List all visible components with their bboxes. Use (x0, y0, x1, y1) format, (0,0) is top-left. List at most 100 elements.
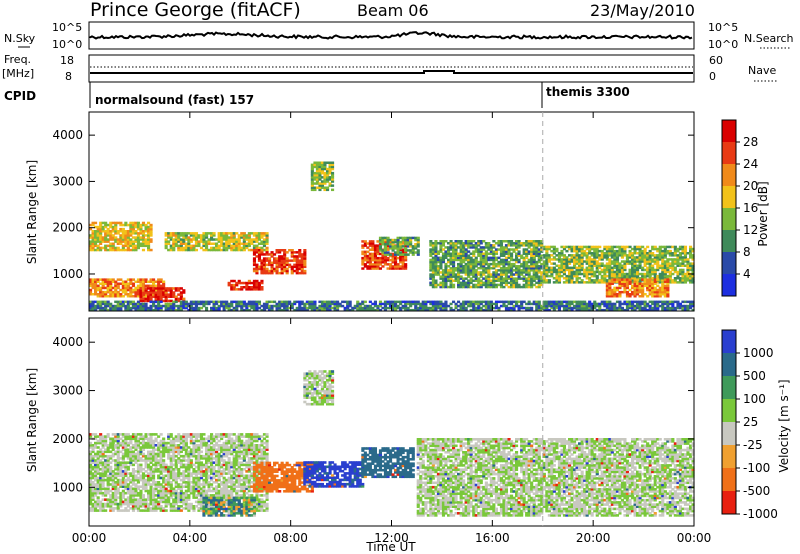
echo-cell (89, 240, 93, 243)
echo-cell (318, 176, 322, 179)
echo-cell (653, 270, 657, 274)
echo-cell (439, 244, 443, 247)
echo-cell (91, 278, 95, 281)
echo-cell (129, 439, 133, 443)
echo-cell (638, 256, 642, 259)
echo-cell (252, 304, 257, 308)
echo-cell (638, 245, 642, 249)
echo-cell (605, 293, 609, 296)
echo-cell (179, 232, 183, 235)
echo-cell (459, 265, 463, 268)
echo-cell (595, 245, 599, 249)
echo-cell (245, 242, 249, 245)
echo-cell (99, 302, 103, 306)
echo-cell (603, 254, 607, 257)
echo-cell (275, 306, 279, 310)
echo-cell (434, 300, 438, 304)
echo-cell (568, 272, 572, 276)
echo-cell (580, 249, 584, 253)
echo-cell (507, 285, 511, 289)
echo-cell (522, 283, 526, 287)
echo-cell (252, 259, 257, 262)
echo-cell (227, 240, 231, 243)
echo-cell (104, 236, 108, 239)
echo-cell (247, 286, 251, 289)
echo-cell (212, 246, 216, 250)
echo-cell (447, 275, 451, 278)
echo-cell (487, 300, 491, 304)
echo-cell (121, 280, 125, 283)
echo-cell (517, 252, 521, 255)
echo-cell (134, 248, 138, 252)
echo-cell (603, 302, 607, 306)
echo-cell (215, 246, 219, 250)
echo-cell (492, 283, 496, 287)
echo-cell (578, 256, 582, 259)
echo-cell (646, 252, 650, 255)
echo-cell (414, 236, 418, 240)
echo-cell (545, 262, 549, 265)
echo-region (542, 245, 695, 284)
echo-cell (469, 256, 473, 260)
echo-cell (144, 244, 148, 248)
echo-cell (391, 306, 395, 310)
echo-cell (331, 171, 335, 175)
echo-cell (641, 286, 645, 290)
freq-panel: Freq. [MHz] 18 8 60 0 Nave (2, 53, 778, 83)
echo-cell (245, 283, 249, 287)
echo-cell (114, 232, 118, 235)
echo-cell (99, 223, 103, 227)
echo-cell (230, 244, 234, 248)
echo-cell (474, 273, 478, 276)
echo-cell (300, 271, 304, 275)
echo-cell (504, 262, 509, 266)
echo-cell (434, 271, 438, 274)
echo-cell (99, 225, 103, 229)
echo-cell (678, 262, 683, 265)
echo-cell (396, 265, 400, 268)
echo-cell (620, 274, 625, 278)
echo-cell (502, 240, 506, 243)
echo-cell (540, 304, 544, 308)
echo-cell (134, 293, 138, 296)
echo-cell (535, 265, 539, 268)
echo-cell (252, 257, 257, 260)
echo-cell (661, 262, 665, 265)
echo-cell (545, 268, 549, 272)
echo-cell (361, 261, 365, 264)
echo-cell (436, 304, 441, 308)
echo-cell (194, 238, 199, 241)
echo-cell (187, 308, 191, 312)
echo-cell (620, 266, 625, 270)
echo-cell (462, 285, 466, 289)
echo-cell (633, 280, 637, 283)
echo-cell (535, 271, 539, 274)
echo-cell (144, 293, 148, 296)
freq-label: Freq. (4, 53, 31, 66)
echo-cell (504, 252, 509, 255)
echo-cell (575, 268, 579, 272)
echo-cell (346, 300, 350, 304)
echo-cell (328, 182, 332, 185)
echo-cell (411, 308, 415, 312)
echo-cell (167, 234, 171, 237)
echo-cell (464, 273, 468, 276)
echo-cell (537, 306, 541, 310)
echo-cell (615, 270, 620, 274)
echo-cell (89, 293, 93, 296)
echo-cell (578, 300, 582, 304)
echo-cell (681, 281, 685, 284)
echo-cell (182, 246, 186, 250)
echo-cell (689, 281, 693, 284)
echo-cell (104, 280, 108, 283)
echo-cell (300, 263, 304, 267)
echo-cell (615, 266, 620, 270)
echo-cell (595, 249, 599, 253)
echo-cell (164, 232, 168, 235)
echo-cell (487, 252, 491, 255)
echo-cell (252, 234, 257, 237)
echo-cell (557, 270, 562, 274)
echo-cell (89, 288, 93, 292)
echo-cell (255, 236, 259, 239)
echo-cell (600, 249, 604, 253)
